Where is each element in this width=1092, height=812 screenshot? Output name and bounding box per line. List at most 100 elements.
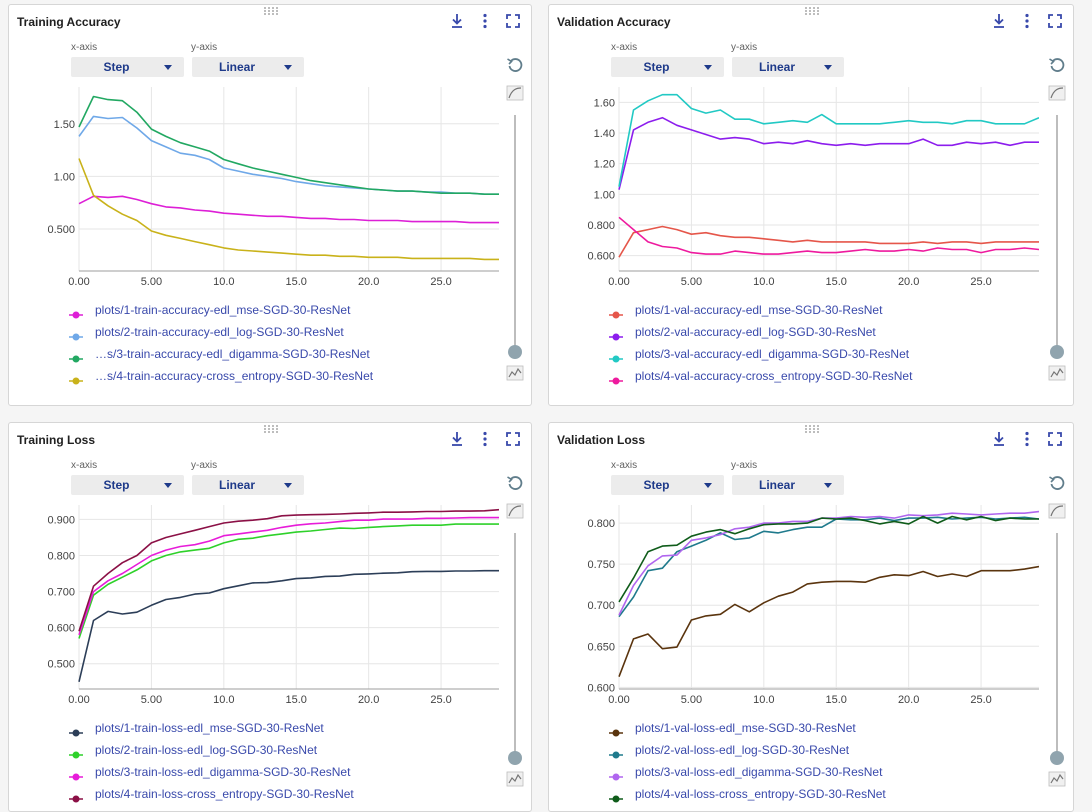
legend-swatch [609, 769, 623, 781]
card-title: Validation Accuracy [557, 15, 671, 29]
fullscreen-icon[interactable] [1045, 429, 1065, 449]
line-chart-icon[interactable] [505, 363, 525, 383]
download-icon[interactable] [447, 429, 467, 449]
legend-swatch [69, 329, 83, 341]
x-tick-label: 20.0 [898, 276, 919, 288]
smoothing-icon[interactable] [1047, 501, 1067, 521]
y-tick-label: 1.00 [54, 171, 75, 183]
x-axis-select[interactable]: Step [611, 475, 724, 495]
x-axis-value: Step [103, 478, 130, 492]
x-tick-label: 10.0 [213, 694, 234, 706]
reset-icon[interactable] [1047, 55, 1067, 75]
y-tick-label: 0.750 [587, 559, 615, 571]
drag-handle-icon[interactable] [264, 425, 278, 435]
x-axis-label: x-axis [71, 460, 98, 471]
smoothing-slider-handle[interactable] [1050, 345, 1064, 359]
series-line-4 [618, 515, 1039, 603]
series-line-2 [618, 116, 1039, 190]
legend-label: plots/2-train-accuracy-edl_log-SGD-30-Re… [95, 325, 344, 339]
y-axis-select[interactable]: Linear [192, 475, 304, 495]
y-axis-value: Linear [218, 478, 255, 492]
series-line-3 [618, 93, 1039, 187]
y-axis-value: Linear [218, 60, 255, 74]
card-title: Training Accuracy [17, 15, 121, 29]
legend-swatch [609, 747, 623, 759]
x-tick-label: 25.0 [970, 276, 991, 288]
legend-label: plots/2-val-accuracy-edl_log-SGD-30-ResN… [635, 325, 876, 339]
line-plot: 0.00 5.00 10.0 15.0 20.0 25.0 0.600 0.650 0.700 0… [587, 505, 1039, 706]
download-icon[interactable] [989, 429, 1009, 449]
more-vert-icon[interactable] [475, 11, 495, 31]
fullscreen-icon[interactable] [1045, 11, 1065, 31]
smoothing-slider-track[interactable] [1056, 115, 1058, 351]
smoothing-slider-track[interactable] [514, 115, 516, 351]
fullscreen-icon[interactable] [503, 429, 523, 449]
legend-label: plots/1-val-loss-edl_mse-SGD-30-ResNet [635, 721, 856, 735]
legend-label: plots/2-train-loss-edl_log-SGD-30-ResNet [95, 743, 318, 757]
legend-label: plots/1-train-accuracy-edl_mse-SGD-30-Re… [95, 303, 351, 317]
smoothing-slider-handle[interactable] [508, 751, 522, 765]
x-tick-label: 20.0 [358, 276, 379, 288]
x-axis-label: x-axis [611, 42, 638, 53]
x-tick-label: 15.0 [826, 276, 847, 288]
chart-side-controls [503, 473, 527, 799]
legend-label: plots/3-val-accuracy-edl_digamma-SGD-30-… [635, 347, 910, 361]
chevron-down-icon [164, 65, 172, 70]
legend-swatch [69, 791, 83, 803]
x-tick-label: 20.0 [898, 694, 919, 706]
drag-handle-icon[interactable] [805, 425, 819, 435]
download-icon[interactable] [989, 11, 1009, 31]
drag-handle-icon[interactable] [805, 7, 819, 17]
line-chart-icon[interactable] [1047, 363, 1067, 383]
series-line-4 [618, 216, 1039, 255]
legend-swatch [69, 769, 83, 781]
chevron-down-icon [704, 483, 712, 488]
smoothing-slider-track[interactable] [514, 533, 516, 757]
series-line-2 [618, 516, 1039, 618]
x-tick-label: 5.00 [681, 276, 702, 288]
line-chart-icon[interactable] [505, 769, 525, 789]
line-chart-icon[interactable] [1047, 769, 1067, 789]
smoothing-icon[interactable] [505, 501, 525, 521]
x-tick-label: 0.00 [608, 276, 629, 288]
chevron-down-icon [824, 483, 832, 488]
y-axis-select[interactable]: Linear [732, 57, 844, 77]
smoothing-slider-handle[interactable] [508, 345, 522, 359]
y-tick-label: 0.600 [587, 251, 615, 263]
x-tick-label: 15.0 [286, 694, 307, 706]
smoothing-icon[interactable] [505, 83, 525, 103]
x-axis-select[interactable]: Step [71, 475, 184, 495]
reset-icon[interactable] [505, 473, 525, 493]
x-tick-label: 5.00 [141, 276, 162, 288]
y-tick-label: 0.600 [587, 682, 615, 694]
drag-handle-icon[interactable] [264, 7, 278, 17]
series-line-3 [618, 510, 1039, 616]
y-tick-label: 0.800 [47, 551, 75, 563]
smoothing-icon[interactable] [1047, 83, 1067, 103]
download-icon[interactable] [447, 11, 467, 31]
x-axis-select[interactable]: Step [611, 57, 724, 77]
fullscreen-icon[interactable] [503, 11, 523, 31]
x-tick-label: 20.0 [358, 694, 379, 706]
smoothing-slider-track[interactable] [1056, 533, 1058, 757]
more-vert-icon[interactable] [475, 429, 495, 449]
y-tick-label: 0.800 [587, 220, 615, 232]
series-line-3 [78, 95, 499, 195]
x-axis-label: x-axis [611, 460, 638, 471]
smoothing-slider-handle[interactable] [1050, 751, 1064, 765]
x-tick-label: 5.00 [681, 694, 702, 706]
x-tick-label: 25.0 [430, 694, 451, 706]
y-axis-select[interactable]: Linear [732, 475, 844, 495]
y-tick-label: 1.40 [594, 128, 615, 140]
x-axis-select[interactable]: Step [71, 57, 184, 77]
more-vert-icon[interactable] [1017, 429, 1037, 449]
legend-swatch [609, 307, 623, 319]
legend-swatch [69, 307, 83, 319]
reset-icon[interactable] [1047, 473, 1067, 493]
y-axis-select[interactable]: Linear [192, 57, 304, 77]
y-axis-label: y-axis [731, 42, 758, 53]
y-tick-label: 1.60 [594, 97, 615, 109]
reset-icon[interactable] [505, 55, 525, 75]
more-vert-icon[interactable] [1017, 11, 1037, 31]
series-line-3 [78, 516, 499, 636]
